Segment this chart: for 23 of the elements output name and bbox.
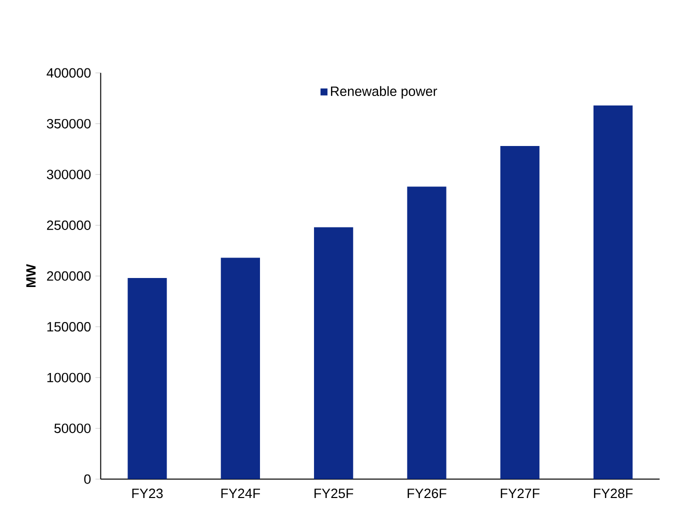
x-tick-label: FY23 (132, 488, 163, 498)
bar (314, 227, 354, 480)
legend-label: Renewable power (331, 86, 438, 99)
y-tick-label: 0 (84, 474, 91, 484)
y-tick-label: 200000 (47, 271, 91, 281)
bar (593, 106, 633, 480)
x-tick-label: FY26F (408, 488, 446, 498)
x-tick-label: FY28F (594, 488, 633, 498)
bar (407, 186, 446, 480)
y-tick-label: 150000 (47, 322, 91, 332)
bar (500, 146, 540, 480)
x-tick-label: FY27F (500, 488, 540, 498)
x-tick-label: FY24F (221, 488, 260, 498)
y-tick-label: 50000 (54, 424, 91, 434)
y-tick-label: 350000 (46, 119, 91, 129)
y-tick-label: 400000 (46, 68, 91, 78)
x-tick-label: FY25F (314, 488, 354, 498)
bar (220, 258, 260, 480)
y-tick-label: 250000 (47, 220, 91, 230)
bar (128, 278, 167, 480)
y-tick-label: 100000 (47, 373, 91, 383)
y-axis-title: MW (26, 264, 36, 288)
y-tick-label: 300000 (46, 170, 91, 180)
